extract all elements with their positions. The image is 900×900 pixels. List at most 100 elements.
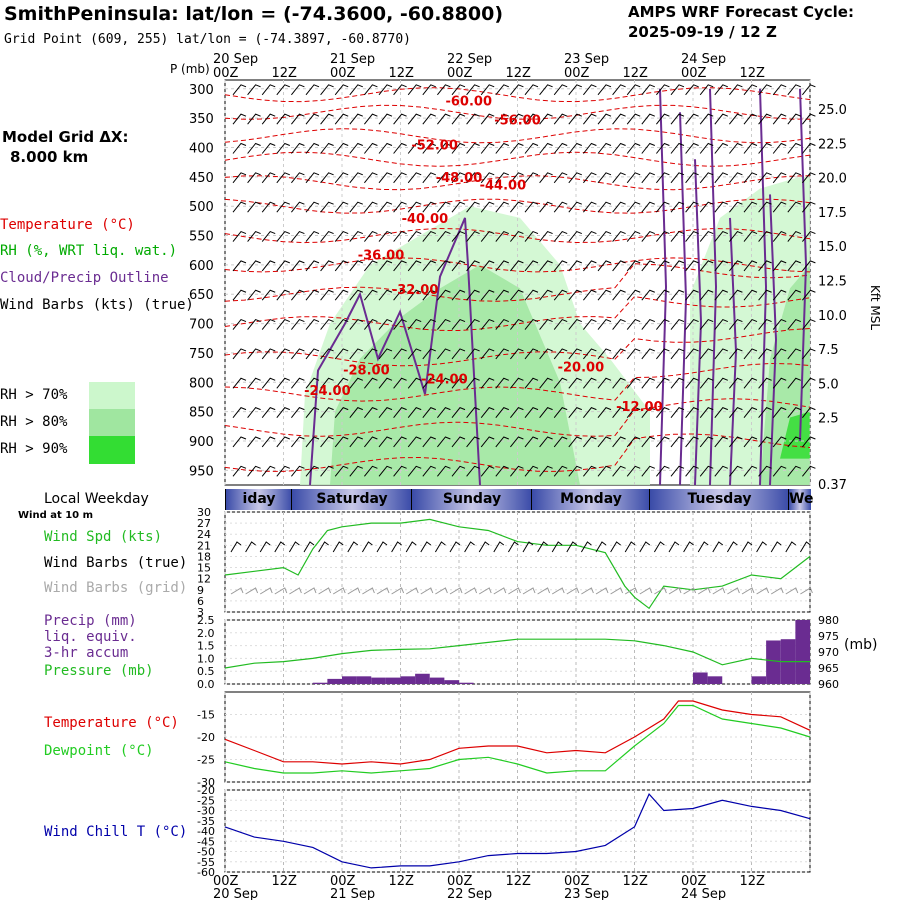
wind-barb [524, 172, 539, 184]
wind-barb [729, 230, 743, 242]
wind-barb [685, 142, 699, 154]
wind-barb [772, 142, 787, 154]
surface-wind-barb [347, 541, 359, 553]
wind-barb [407, 172, 422, 184]
wind-barb [772, 113, 787, 125]
wind-barb [641, 260, 655, 272]
wind-barb [334, 465, 349, 477]
wind-barb [524, 142, 539, 154]
day-band-day: We [788, 489, 813, 510]
temperature-line [224, 700, 811, 765]
surface-wind-barb [697, 541, 709, 553]
wind-barb [553, 142, 568, 154]
wind-barb [276, 230, 290, 242]
wind-barb [407, 260, 422, 272]
wind-barb [349, 260, 363, 272]
wind-panel-tick-label: 9 [197, 584, 204, 597]
wind-barb [276, 142, 290, 154]
wind-barb [583, 436, 597, 448]
surface-wind-barb [566, 541, 578, 553]
wind-barb [378, 348, 393, 360]
height-tick-label: 10.0 [818, 309, 847, 324]
wind-barb [291, 201, 305, 213]
wind-barb [568, 172, 582, 184]
wind-barb [670, 348, 685, 360]
wind-barb [583, 230, 597, 242]
wind-barb [685, 436, 699, 448]
wind-barb [232, 348, 247, 360]
wind-barb [364, 407, 378, 418]
wind-barb [685, 113, 699, 125]
wind-barb [334, 318, 349, 330]
wind-barb [524, 348, 539, 360]
wind-barb [291, 142, 305, 154]
hour-label-top: 12Z [623, 66, 649, 81]
wind-barb [685, 201, 699, 213]
wind-barb [291, 436, 305, 448]
wind-barb [510, 318, 524, 330]
date-label-bottom: 21 Sep [330, 887, 375, 900]
wind-barb [495, 465, 509, 477]
wind-barb [685, 260, 699, 272]
surface-wind-barb [580, 541, 592, 553]
grid-wind-barb [654, 587, 667, 595]
grid-wind-barb [493, 587, 507, 595]
rh-swatch-70 [89, 382, 135, 409]
wind-barb [291, 289, 305, 301]
wind-barb [232, 201, 247, 213]
wind-barb [334, 84, 349, 96]
legend-cloud: Cloud/Precip Outline [0, 270, 169, 286]
legend-rh: RH (%, WRT liq. wat.) [0, 243, 178, 259]
wind-barb [714, 201, 728, 213]
wind-barb [495, 260, 509, 272]
surface-wind-barb [493, 541, 505, 553]
wind-barb [378, 318, 393, 330]
wind-barb [729, 172, 743, 184]
wind-barb [451, 436, 466, 448]
precip-panel-tick-label: 1.0 [197, 652, 215, 665]
wind-barb [612, 348, 626, 360]
wind-barb [583, 465, 597, 477]
windchill-panel-tick-label: -60 [197, 866, 215, 879]
wind-barb [247, 260, 261, 272]
wind-barb [758, 407, 772, 418]
wind-barb [670, 201, 685, 213]
wind-barb [743, 113, 758, 125]
wind-barb [378, 113, 393, 125]
wind-barb [568, 436, 582, 448]
isotherm-label: -48.00 [436, 171, 483, 186]
wind-barb [524, 289, 539, 301]
date-label-top: 21 Sep [330, 52, 375, 67]
wind-barb [334, 113, 349, 125]
wind-barb [422, 348, 436, 360]
wind-barb [364, 260, 378, 272]
wind-barb [466, 230, 480, 242]
wind-barb [758, 201, 772, 213]
wind-barb [510, 142, 524, 154]
pressure-tick-label: 500 [189, 200, 214, 215]
cloud-outline [309, 217, 481, 486]
wind-barb [656, 172, 670, 184]
wind-barb [232, 407, 247, 418]
wind-barb [437, 377, 451, 389]
windchill-panel-tick-label: -20 [197, 784, 215, 797]
wind-barb [320, 407, 334, 418]
surface-wind-barb [683, 541, 694, 553]
wind-barb [597, 407, 612, 418]
wind-barb [495, 201, 509, 213]
wind-barb [758, 348, 772, 360]
wind-barb [393, 84, 407, 96]
wind-barb [524, 465, 539, 477]
wind-barb [320, 84, 334, 96]
precip-bar [429, 677, 445, 684]
wind-barb [743, 142, 758, 154]
wind-barb [539, 172, 553, 184]
date-label-bottom: 20 Sep [213, 887, 258, 900]
wind-barb [276, 436, 290, 448]
wind-panel-tick-label: 3 [197, 606, 204, 619]
grid-wind-barb [712, 587, 726, 595]
wind-barb [568, 142, 582, 154]
wind-barb [626, 377, 641, 389]
surface-wind-barb [639, 541, 651, 553]
wind-barb [656, 348, 670, 360]
